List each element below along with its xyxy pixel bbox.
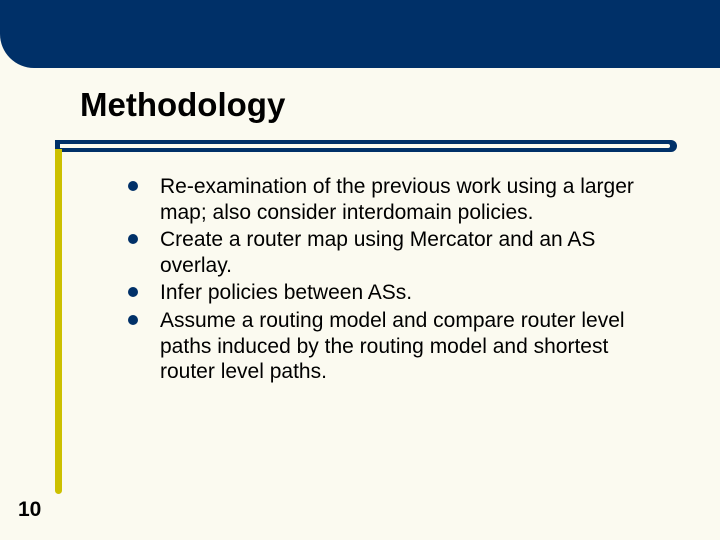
slide-title: Methodology xyxy=(80,86,680,124)
bullet-text: Infer policies between ASs. xyxy=(160,281,412,304)
content-area: Re-examination of the previous work usin… xyxy=(128,174,668,387)
bullet-list: Re-examination of the previous work usin… xyxy=(128,174,668,385)
divider-bar-inner xyxy=(60,144,670,148)
bullet-text: Assume a routing model and compare route… xyxy=(160,309,625,383)
list-item: Re-examination of the previous work usin… xyxy=(128,174,668,225)
list-item: Create a router map using Mercator and a… xyxy=(128,227,668,278)
bullet-text: Re-examination of the previous work usin… xyxy=(160,175,634,224)
page-number: 10 xyxy=(18,498,41,522)
bullet-icon xyxy=(128,287,138,297)
top-banner xyxy=(0,0,720,68)
bullet-icon xyxy=(128,181,138,191)
bullet-icon xyxy=(128,315,138,325)
vertical-accent-bar xyxy=(55,149,62,494)
list-item: Assume a routing model and compare route… xyxy=(128,308,668,385)
bullet-icon xyxy=(128,234,138,244)
bullet-text: Create a router map using Mercator and a… xyxy=(160,228,595,277)
list-item: Infer policies between ASs. xyxy=(128,280,668,306)
title-container: Methodology xyxy=(80,86,680,124)
